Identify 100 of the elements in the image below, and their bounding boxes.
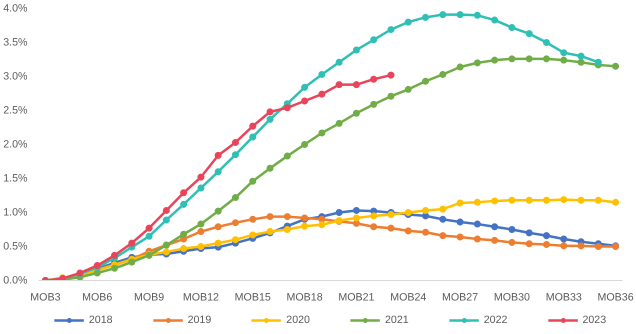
point <box>560 242 568 250</box>
x-tick-label: MOB21 <box>338 292 375 304</box>
point <box>128 258 136 266</box>
point <box>370 100 378 108</box>
point <box>197 220 204 228</box>
point <box>542 240 550 248</box>
point <box>266 116 274 123</box>
point <box>146 224 153 232</box>
point <box>491 197 498 204</box>
x-tick-label: MOB12 <box>182 292 220 304</box>
legend-label: 2018 <box>88 314 113 326</box>
point <box>456 63 464 70</box>
point <box>162 216 170 224</box>
point <box>197 184 204 192</box>
point <box>594 58 602 66</box>
point <box>422 206 430 214</box>
point <box>542 55 550 62</box>
point <box>474 12 481 19</box>
point <box>578 196 585 204</box>
point <box>387 224 394 232</box>
x-tick-label: MOB9 <box>134 292 164 304</box>
point <box>560 56 568 64</box>
point <box>197 228 204 236</box>
point <box>422 78 430 85</box>
x-tick-label: MOB6 <box>82 292 112 304</box>
point <box>370 212 378 220</box>
point <box>370 76 378 83</box>
point <box>387 92 394 100</box>
point <box>301 141 308 148</box>
point <box>439 206 446 213</box>
point <box>422 212 430 220</box>
point <box>336 120 343 127</box>
point <box>336 81 343 88</box>
point <box>180 230 188 238</box>
point <box>162 206 170 214</box>
legend-label: 2021 <box>385 314 409 326</box>
y-tick-label: 0.0% <box>3 274 28 286</box>
point <box>439 70 446 78</box>
point <box>232 219 239 226</box>
point <box>284 226 291 233</box>
point <box>491 56 498 64</box>
point <box>370 223 378 230</box>
point <box>249 134 256 141</box>
point <box>560 196 568 204</box>
point <box>439 232 446 240</box>
point <box>439 11 446 18</box>
x-tick-label: MOB30 <box>494 292 530 304</box>
point <box>336 58 343 66</box>
point <box>284 152 291 160</box>
point <box>491 16 498 24</box>
point <box>249 178 256 185</box>
point <box>474 59 481 66</box>
point <box>508 238 516 246</box>
legend-label: 2019 <box>188 314 212 326</box>
x-tick-label: MOB18 <box>286 292 323 304</box>
point <box>508 226 516 233</box>
point <box>214 240 222 247</box>
point <box>422 228 430 236</box>
point <box>232 151 239 158</box>
point <box>474 220 481 228</box>
y-tick-label: 3.5% <box>3 36 28 48</box>
x-tick-label: MOB15 <box>234 292 271 304</box>
point <box>318 221 326 228</box>
point <box>370 36 378 44</box>
point <box>352 81 360 88</box>
point <box>560 236 568 243</box>
point <box>594 196 602 204</box>
point <box>508 55 516 62</box>
point <box>404 18 412 26</box>
point <box>352 206 360 214</box>
point <box>232 194 239 202</box>
point <box>318 216 326 223</box>
legend-label: 2020 <box>286 314 310 326</box>
point <box>318 129 326 136</box>
point <box>197 243 204 250</box>
point <box>301 84 308 91</box>
point <box>508 196 516 204</box>
point <box>542 39 550 46</box>
point <box>578 58 585 66</box>
point <box>214 208 222 215</box>
point <box>197 174 204 181</box>
point <box>214 168 222 176</box>
x-tick-label: MOB3 <box>30 292 61 304</box>
y-tick-label: 1.0% <box>3 206 28 218</box>
point <box>111 264 118 272</box>
x-tick-label: MOB33 <box>546 292 582 304</box>
point <box>456 199 464 206</box>
point <box>180 245 188 252</box>
point <box>249 231 256 238</box>
point <box>560 49 568 56</box>
point <box>578 52 585 60</box>
point <box>387 211 394 218</box>
point <box>439 216 446 223</box>
point <box>249 216 256 223</box>
point <box>318 90 326 98</box>
point <box>336 209 343 216</box>
point <box>266 108 274 116</box>
y-tick-label: 2.0% <box>3 138 28 150</box>
point <box>352 214 360 222</box>
point <box>180 200 188 208</box>
